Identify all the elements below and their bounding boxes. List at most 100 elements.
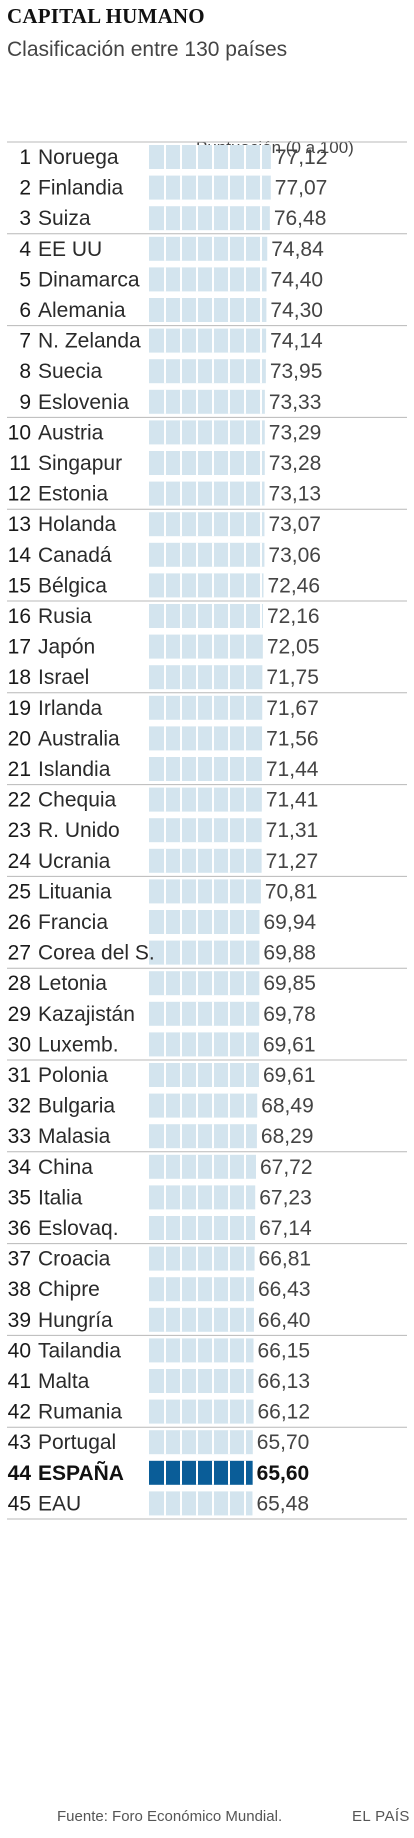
country-row: 1 Noruega 77,12 (19, 145, 327, 169)
country-label: Japón (38, 636, 95, 659)
country-label: Estonia (38, 483, 108, 506)
country-label: Chipre (38, 1278, 100, 1301)
rank-label: 19 (8, 697, 31, 720)
country-label: Malasia (38, 1125, 111, 1148)
bar (149, 1154, 256, 1179)
value-label: 71,27 (266, 850, 319, 873)
bar (149, 389, 265, 414)
bar (149, 145, 271, 169)
country-label: Kazajistán (38, 1003, 135, 1026)
value-label: 76,48 (274, 207, 327, 230)
bar (149, 206, 270, 231)
value-label: 73,29 (269, 421, 322, 444)
publisher-logo: EL PAÍS (352, 1808, 410, 1825)
bar (149, 1032, 259, 1057)
value-label: 67,72 (260, 1156, 313, 1179)
country-row: 23 R. Unido 71,31 (8, 818, 318, 843)
value-label: 66,13 (257, 1370, 310, 1393)
ranking-bar-chart: 1 Noruega 77,12 2 Finlandia 77,07 3 Suiza 76,48 4… (7, 141, 407, 1520)
bar (149, 1185, 256, 1210)
country-label: Hungría (38, 1309, 113, 1332)
rank-label: 20 (8, 727, 31, 750)
rank-label: 11 (9, 452, 31, 475)
bar (149, 695, 263, 720)
country-row: 42 Rumania 66,12 (8, 1399, 310, 1424)
country-row: 36 Eslovaq. 67,14 (8, 1216, 312, 1240)
bar (149, 1216, 256, 1240)
country-label: R. Unido (38, 819, 120, 842)
rank-label: 25 (8, 880, 31, 903)
rank-label: 10 (8, 421, 31, 444)
rank-label: 43 (8, 1431, 31, 1454)
rank-label: 29 (8, 1003, 31, 1026)
value-label: 77,12 (275, 146, 328, 169)
rank-label: 44 (8, 1462, 32, 1485)
value-label: 66,40 (258, 1309, 311, 1332)
country-label: Lituania (38, 880, 112, 903)
bar (149, 879, 261, 904)
rank-label: 5 (19, 268, 31, 291)
country-row: 39 Hungría 66,40 (8, 1307, 311, 1332)
rank-label: 39 (8, 1309, 31, 1332)
country-label: Irlanda (38, 697, 103, 720)
bar (149, 971, 260, 996)
bar (149, 1460, 253, 1485)
rank-label: 16 (8, 605, 31, 628)
value-label: 65,48 (256, 1492, 309, 1515)
rank-label: 45 (8, 1492, 31, 1515)
country-row: 38 Chipre 66,43 (8, 1277, 311, 1302)
value-label: 71,44 (266, 758, 319, 781)
country-row: 19 Irlanda 71,67 (8, 695, 319, 720)
rank-label: 6 (19, 299, 31, 322)
source-note: Fuente: Foro Económico Mundial. (57, 1808, 283, 1825)
value-label: 66,43 (258, 1278, 311, 1301)
country-row: 3 Suiza 76,48 (19, 206, 327, 231)
country-row: 14 Canadá 73,06 (8, 542, 321, 567)
country-label: Israel (38, 666, 89, 689)
value-label: 73,07 (268, 513, 321, 536)
rank-label: 15 (8, 574, 31, 597)
country-label: Holanda (38, 513, 117, 536)
country-label: Luxemb. (38, 1033, 119, 1056)
rank-label: 30 (8, 1033, 31, 1056)
rank-label: 33 (8, 1125, 31, 1148)
country-label: Portugal (38, 1431, 116, 1454)
rank-label: 9 (19, 391, 31, 414)
rank-label: 32 (8, 1095, 31, 1118)
rank-label: 17 (8, 636, 31, 659)
value-label: 74,14 (270, 330, 323, 353)
country-label: Suecia (38, 360, 103, 383)
country-label: Polonia (38, 1064, 108, 1087)
country-row: 18 Israel 71,75 (8, 665, 319, 690)
bar (149, 940, 260, 965)
country-label: Bélgica (38, 574, 107, 597)
value-label: 66,81 (259, 1248, 312, 1271)
country-label: Singapur (38, 452, 122, 475)
country-label: Eslovenia (38, 391, 129, 414)
bar (149, 634, 263, 659)
value-label: 68,29 (261, 1125, 314, 1148)
rank-label: 31 (8, 1064, 31, 1087)
country-row: 34 China 67,72 (8, 1154, 313, 1179)
bar (149, 1124, 257, 1149)
rank-label: 36 (8, 1217, 31, 1240)
country-row: 21 Islandia 71,44 (8, 757, 319, 781)
rank-label: 21 (8, 758, 31, 781)
value-label: 74,84 (271, 238, 324, 261)
value-label: 69,78 (263, 1003, 316, 1026)
rank-label: 3 (19, 207, 31, 230)
country-row: 12 Estonia 73,13 (8, 481, 321, 506)
country-row: 4 EE UU 74,84 (19, 236, 324, 261)
bar (149, 726, 263, 751)
rank-label: 24 (8, 850, 32, 873)
rank-label: 18 (8, 666, 31, 689)
value-label: 67,23 (259, 1186, 312, 1209)
bar (149, 1491, 253, 1516)
country-label: Francia (38, 911, 108, 934)
rank-label: 40 (8, 1339, 31, 1362)
rank-label: 41 (8, 1370, 31, 1393)
value-label: 72,16 (267, 605, 320, 628)
country-row: 6 Alemania 74,30 (19, 298, 323, 322)
country-row: 43 Portugal 65,70 (8, 1430, 309, 1455)
country-label: Austria (38, 421, 104, 444)
